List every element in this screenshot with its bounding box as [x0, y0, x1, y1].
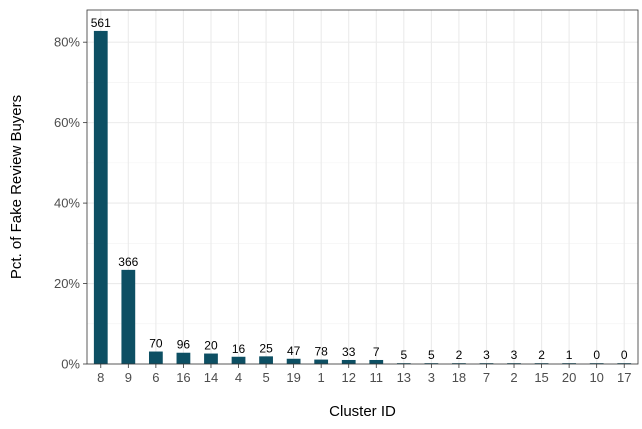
y-tick-label: 20%	[54, 276, 80, 291]
x-tick-label: 8	[97, 370, 104, 385]
bar-cluster-4	[231, 356, 246, 364]
data-label-cluster-2: 3	[511, 348, 518, 362]
x-tick-label: 1	[318, 370, 325, 385]
data-label-cluster-7: 3	[483, 348, 490, 362]
bars	[93, 30, 632, 364]
x-tick-label: 2	[510, 370, 517, 385]
bar-cluster-6	[148, 351, 163, 364]
x-tick-label: 13	[397, 370, 411, 385]
data-label-cluster-3: 5	[428, 348, 435, 362]
bar-cluster-16	[176, 352, 191, 364]
bar-cluster-1	[314, 359, 329, 364]
x-tick-label: 7	[483, 370, 490, 385]
data-label-cluster-12: 33	[342, 345, 356, 359]
data-label-cluster-13: 5	[400, 348, 407, 362]
plot-panel-border	[86, 9, 639, 365]
data-label-cluster-19: 47	[287, 344, 301, 358]
data-label-cluster-9: 366	[118, 255, 138, 269]
x-tick-label: 14	[204, 370, 218, 385]
x-tick-label: 15	[534, 370, 548, 385]
data-label-cluster-1: 78	[314, 345, 328, 359]
bar-cluster-13	[396, 363, 411, 364]
x-tick-label: 4	[235, 370, 242, 385]
bar-cluster-11	[369, 359, 384, 364]
grid	[87, 10, 638, 365]
x-axis: 8 9 6 16 14 4 5 19 1 12 11 13 3 18 7 2 15 20 10 17	[97, 364, 631, 385]
x-tick-label: 12	[341, 370, 355, 385]
data-label-cluster-15: 2	[538, 348, 545, 362]
y-axis-title: Pct. of Fake Review Buyers	[8, 95, 25, 279]
data-label-cluster-17: 0	[621, 348, 628, 362]
y-tick-label: 40%	[54, 196, 80, 211]
data-label-cluster-4: 16	[232, 342, 246, 356]
bar-cluster-8	[93, 30, 108, 364]
x-tick-label: 6	[152, 370, 159, 385]
y-axis: 0% 20% 40% 60% 80%	[54, 35, 87, 372]
x-tick-label: 10	[589, 370, 603, 385]
data-label-cluster-14: 20	[204, 339, 218, 353]
data-label-cluster-8: 561	[91, 16, 111, 30]
y-tick-label: 80%	[54, 35, 80, 50]
bar-cluster-9	[121, 269, 136, 364]
data-label-cluster-10: 0	[593, 348, 600, 362]
x-tick-label: 17	[617, 370, 631, 385]
y-tick-label: 60%	[54, 115, 80, 130]
x-tick-label: 18	[452, 370, 466, 385]
data-label-cluster-6: 70	[149, 337, 163, 351]
bar-cluster-19	[286, 358, 301, 364]
bar-cluster-3	[424, 363, 439, 364]
x-tick-label: 19	[286, 370, 300, 385]
data-label-cluster-5: 25	[259, 341, 273, 355]
data-label-cluster-18: 2	[456, 348, 463, 362]
x-axis-title: Cluster ID	[329, 403, 396, 420]
data-label-cluster-16: 96	[177, 338, 191, 352]
bar-cluster-5	[259, 356, 273, 364]
x-tick-label: 5	[262, 370, 269, 385]
data-label-cluster-20: 1	[566, 348, 573, 362]
bar-cluster-12	[341, 359, 356, 364]
y-tick-label: 0%	[61, 357, 80, 372]
x-tick-label: 20	[562, 370, 576, 385]
x-tick-label: 11	[370, 370, 384, 385]
x-tick-label: 16	[176, 370, 190, 385]
x-tick-label: 9	[125, 370, 132, 385]
x-tick-label: 3	[428, 370, 435, 385]
data-label-cluster-11: 7	[373, 345, 380, 359]
bar-cluster-14	[204, 353, 218, 364]
